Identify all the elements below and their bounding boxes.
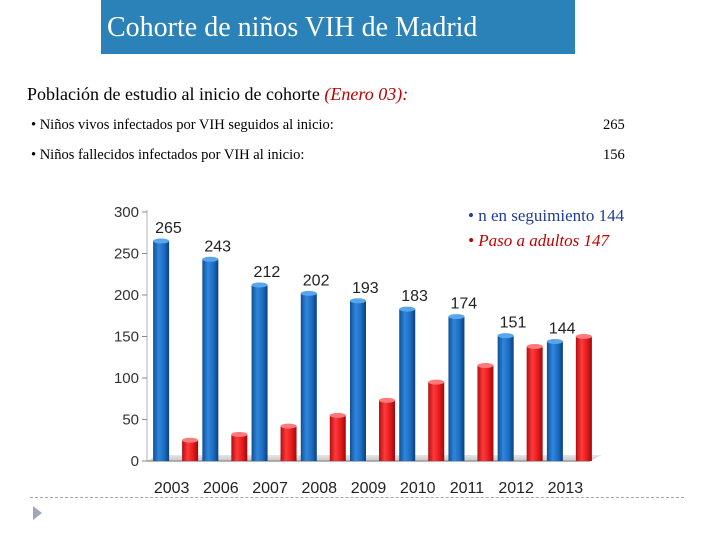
bar-followup — [350, 300, 366, 461]
bar-followup-cap — [251, 282, 268, 288]
bar-followup-cap — [399, 306, 416, 312]
bar-adult-transfer — [379, 400, 395, 461]
bar-adult-transfer-cap — [231, 431, 248, 437]
data-label-followup: 212 — [254, 264, 281, 281]
y-tick-label: 250 — [114, 246, 139, 263]
x-tick-label: 2008 — [301, 480, 337, 497]
bar-adult-transfer-cap — [379, 397, 395, 403]
slide-title: Cohorte de niños VIH de Madrid — [107, 12, 478, 43]
y-tick-label: 0 — [131, 453, 139, 470]
legend-item-followup: • n en seguimiento 144 — [468, 206, 625, 225]
x-tick-label: 2007 — [252, 480, 288, 497]
y-tick-label: 300 — [114, 204, 139, 221]
y-tick-label: 50 — [122, 412, 139, 429]
bar-adult-transfer — [280, 426, 297, 461]
bar-followup — [448, 316, 465, 461]
y-tick-label: 150 — [114, 329, 139, 346]
x-tick-label: 2010 — [400, 480, 436, 497]
data-label-followup: 144 — [549, 320, 576, 337]
bar-adult-transfer — [477, 365, 494, 461]
bar-adult-transfer — [329, 415, 346, 461]
bar-adult-transfer-cap — [280, 423, 297, 429]
next-slide-arrow-icon[interactable] — [33, 506, 42, 520]
bar-followup — [546, 341, 563, 461]
bar-followup-cap — [448, 314, 465, 320]
stat-row-alive: • Niños vivos infectados por VIH seguido… — [31, 117, 625, 134]
bar-followup — [153, 241, 170, 461]
x-tick-label: 2006 — [203, 480, 239, 497]
data-label-followup: 151 — [500, 315, 527, 332]
x-tick-label: 2003 — [154, 480, 190, 497]
chart-labels: 0 50 100 150 200 250 300 265 2003 243 2006 212 2007 2… — [114, 204, 583, 497]
bar-followup-cap — [202, 256, 219, 262]
bar-adult-transfer-cap — [428, 379, 445, 385]
bar-adult-transfer — [182, 440, 199, 461]
legend-item-adult-transfer: • Paso a adultos 147 — [468, 231, 610, 250]
bar-adult-transfer-cap — [575, 334, 592, 339]
bar-followup-cap — [300, 290, 317, 296]
bar-adult-transfer — [231, 434, 248, 461]
data-label-followup: 174 — [450, 296, 477, 313]
x-tick-label: 2011 — [450, 480, 485, 497]
chart-legend: • n en seguimiento 144 • Paso a adultos … — [468, 203, 624, 253]
bar-followup-cap — [350, 298, 366, 304]
bar-adult-transfer-cap — [526, 343, 543, 349]
bar-followup-cap — [546, 338, 563, 344]
chart-bars — [153, 238, 592, 461]
bar-followup-cap — [497, 333, 514, 339]
x-tick-label: 2013 — [548, 480, 584, 497]
bar-followup — [399, 309, 416, 461]
subtitle: Población de estudio al inicio de cohort… — [27, 84, 408, 105]
bar-adult-transfer — [575, 336, 592, 461]
data-label-followup: 193 — [352, 280, 379, 297]
subtitle-highlight: (Enero 03): — [324, 84, 409, 104]
bar-adult-transfer — [526, 346, 543, 461]
bar-followup-cap — [153, 238, 170, 244]
subtitle-text: Población de estudio al inicio de cohort… — [27, 84, 325, 104]
stat-label: • Niños vivos infectados por VIH seguido… — [31, 117, 334, 133]
stat-value: 265 — [603, 117, 625, 133]
y-tick-label: 200 — [114, 287, 139, 304]
y-tick-label: 100 — [114, 370, 139, 387]
bar-adult-transfer-cap — [477, 363, 494, 369]
bar-followup — [202, 259, 219, 461]
bar-followup — [251, 285, 268, 461]
bar-followup — [497, 335, 514, 461]
title-banner: Cohorte de niños VIH de Madrid — [101, 0, 575, 54]
bar-adult-transfer — [428, 382, 445, 461]
data-label-followup: 243 — [204, 238, 231, 255]
stat-row-deceased: • Niños fallecidos infectados por VIH al… — [31, 147, 625, 164]
bar-followup — [300, 293, 317, 461]
stat-value: 156 — [603, 147, 625, 163]
data-label-followup: 265 — [155, 220, 182, 237]
data-label-followup: 183 — [401, 288, 428, 305]
bar-adult-transfer-cap — [329, 412, 346, 418]
stat-label: • Niños fallecidos infectados por VIH al… — [31, 147, 305, 163]
bar-adult-transfer-cap — [182, 437, 199, 443]
data-label-followup: 202 — [303, 272, 330, 289]
x-tick-label: 2009 — [351, 480, 387, 497]
x-tick-label: 2012 — [498, 480, 534, 497]
footer-divider — [30, 497, 684, 498]
